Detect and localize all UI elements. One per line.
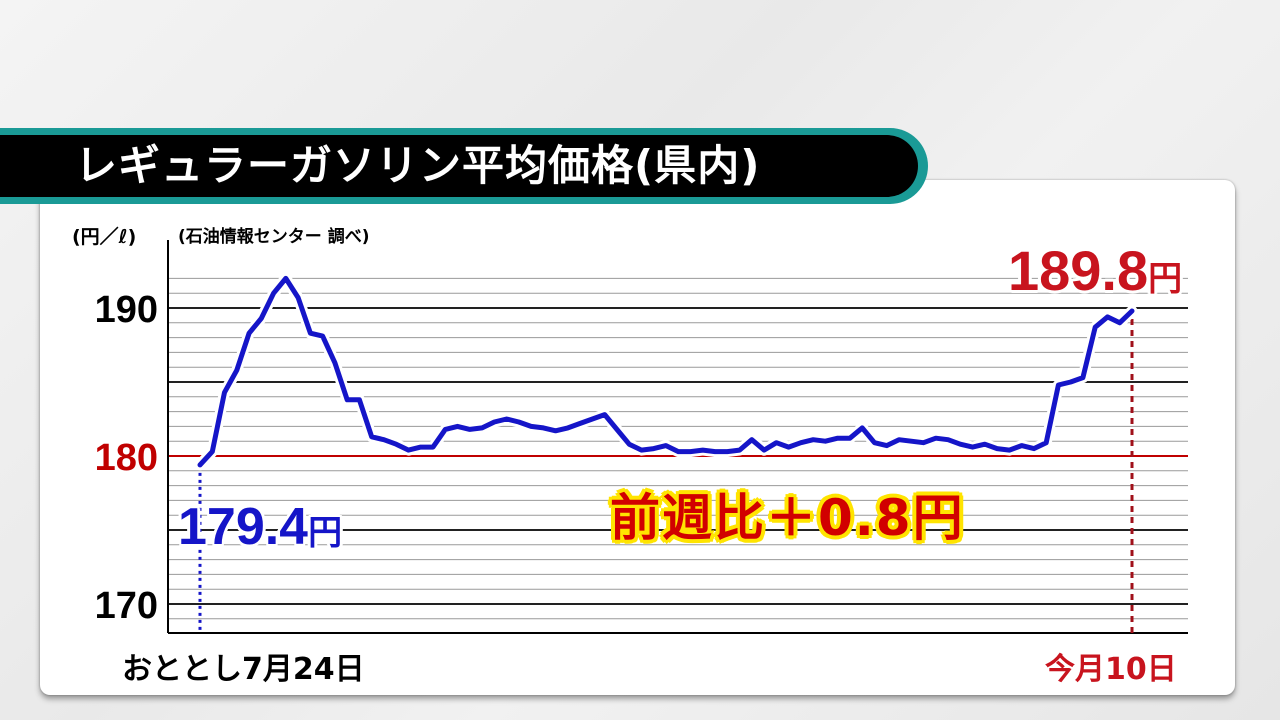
source-label: (石油情報センター 調べ) [178, 227, 370, 247]
series-line [197, 275, 1135, 468]
x-end-label: 今月10日 [1045, 652, 1177, 687]
x-start-label: おととし7月24日 [122, 652, 365, 687]
series-layer [194, 272, 1138, 471]
chart-title: レギュラーガソリン平均価格(県内) [75, 141, 761, 190]
start-value-label: 179.4円 [178, 498, 343, 556]
y-tick-labels: 170 180 190 [95, 289, 158, 627]
axes [167, 240, 1188, 634]
y-tick-label: 190 [95, 289, 158, 331]
y-unit-label: (円／ℓ) [72, 226, 137, 248]
end-value-label: 189.8円 [1008, 239, 1183, 302]
date-markers [198, 318, 1134, 633]
week-change-label: 前週比＋0.8円 [610, 489, 965, 547]
y-tick-label: 180 [95, 437, 158, 479]
title-bar [0, 135, 918, 197]
y-tick-label: 170 [95, 585, 158, 627]
chart-panel [40, 180, 1235, 695]
